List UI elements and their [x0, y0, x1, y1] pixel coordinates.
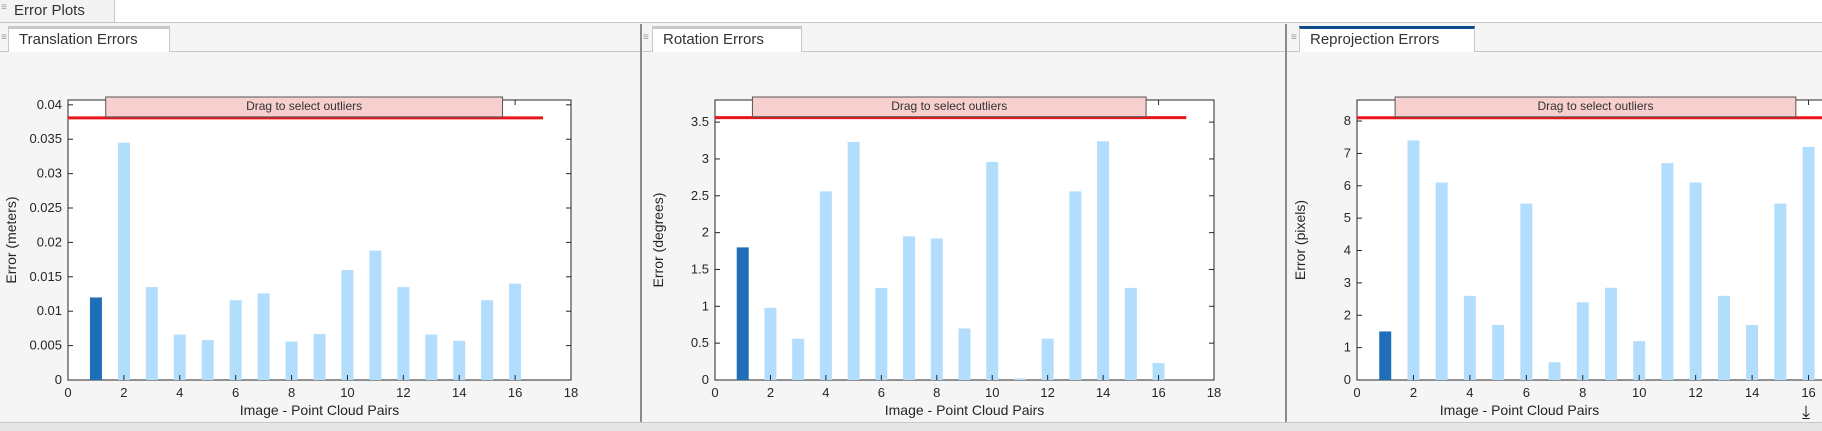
panel-divider[interactable]	[640, 24, 642, 422]
tab-label: Error Plots	[14, 2, 85, 19]
status-bar	[0, 422, 1822, 431]
tab-error-plots[interactable]: Error Plots	[0, 0, 115, 22]
tab-label: Translation Errors	[19, 31, 138, 48]
tab-label: Reprojection Errors	[1310, 31, 1440, 48]
grip-icon[interactable]: ≡	[1, 2, 7, 13]
tab-translation-errors[interactable]: Translation Errors	[8, 26, 170, 52]
tab-strip	[0, 0, 1822, 23]
tab-reprojection-errors[interactable]: Reprojection Errors	[1299, 26, 1475, 52]
grip-icon[interactable]: ≡	[1, 32, 7, 43]
panel-translation: ≡ Translation Errors	[0, 24, 640, 422]
grip-icon[interactable]: ≡	[1291, 32, 1297, 43]
tab-label: Rotation Errors	[663, 31, 764, 48]
panel-divider[interactable]	[1285, 24, 1287, 422]
tab-rotation-errors[interactable]: Rotation Errors	[652, 26, 802, 52]
grip-icon[interactable]: ≡	[643, 32, 649, 43]
download-icon[interactable]: ⤓	[1802, 402, 1810, 422]
panel-reprojection: ≡ Reprojection Errors	[1287, 24, 1822, 422]
panel-rotation: ≡ Rotation Errors	[642, 24, 1285, 422]
